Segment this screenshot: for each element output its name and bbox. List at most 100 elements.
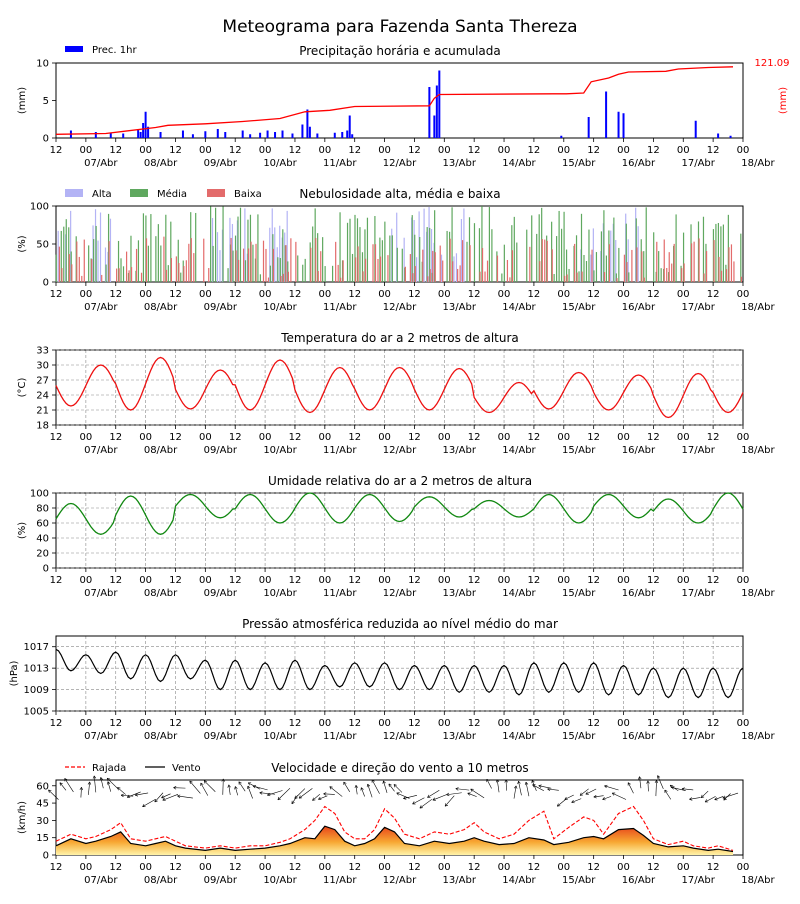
precip-bar bbox=[142, 123, 144, 138]
cloud-bar bbox=[288, 272, 289, 282]
x-tick-label: 00 bbox=[557, 145, 570, 156]
x-date-label: 18/Abr bbox=[741, 302, 775, 313]
x-date-label: 17/Abr bbox=[681, 302, 715, 313]
precip-bar bbox=[588, 117, 590, 138]
precip-bar bbox=[224, 132, 226, 138]
precip-bar bbox=[346, 131, 348, 139]
x-tick-label: 12 bbox=[289, 145, 302, 156]
cloud-bar bbox=[110, 219, 111, 282]
cloud-bar bbox=[539, 261, 540, 282]
x-tick-label: 00 bbox=[199, 862, 212, 873]
x-tick-label: 12 bbox=[109, 575, 122, 586]
cloud-bar bbox=[183, 266, 184, 282]
cloud-bar bbox=[726, 269, 727, 282]
x-tick-label: 00 bbox=[139, 145, 152, 156]
x-tick-label: 12 bbox=[647, 718, 660, 729]
precip-bar bbox=[351, 134, 353, 138]
x-tick-label: 00 bbox=[677, 575, 690, 586]
y-tick-label: 60 bbox=[36, 781, 49, 792]
cloud-bar bbox=[76, 242, 77, 282]
x-date-label: 08/Abr bbox=[144, 875, 178, 886]
cloud-bar bbox=[628, 272, 629, 282]
x-tick-label: 12 bbox=[468, 432, 481, 443]
x-date-label: 08/Abr bbox=[144, 302, 178, 313]
x-tick-label: 12 bbox=[408, 145, 421, 156]
cloud-bar bbox=[322, 237, 323, 282]
hum-line bbox=[56, 493, 743, 534]
cloud-bar bbox=[501, 274, 502, 282]
cloud-bar bbox=[270, 266, 271, 282]
cloud-bar bbox=[119, 268, 120, 282]
cloud-bar bbox=[93, 239, 94, 282]
cloud-bar bbox=[430, 269, 431, 282]
cloud-bar bbox=[357, 246, 358, 282]
cloud-bar bbox=[542, 239, 543, 282]
cloud-bar bbox=[703, 217, 704, 282]
precip-bar bbox=[349, 116, 351, 139]
x-tick-label: 00 bbox=[677, 289, 690, 300]
y-tick-label: 100 bbox=[30, 202, 49, 213]
x-tick-label: 12 bbox=[587, 145, 600, 156]
x-tick-label: 00 bbox=[139, 718, 152, 729]
x-tick-label: 12 bbox=[229, 718, 242, 729]
cloud-bar bbox=[252, 245, 253, 282]
x-date-label: 15/Abr bbox=[562, 875, 596, 886]
x-date-label: 10/Abr bbox=[263, 588, 297, 599]
precip-bar bbox=[316, 134, 318, 139]
x-tick-label: 12 bbox=[528, 718, 541, 729]
cloud-bar bbox=[601, 231, 602, 282]
x-date-label: 15/Abr bbox=[562, 302, 596, 313]
cloud-bar bbox=[740, 234, 741, 282]
cloud-bar bbox=[380, 257, 381, 282]
precip-bar bbox=[249, 134, 251, 138]
x-tick-label: 12 bbox=[229, 145, 242, 156]
cloud-bar bbox=[231, 238, 232, 282]
precip-bar bbox=[291, 134, 293, 139]
x-tick-label: 00 bbox=[139, 575, 152, 586]
x-tick-label: 12 bbox=[468, 718, 481, 729]
cloud-bar bbox=[456, 253, 457, 282]
x-date-label: 16/Abr bbox=[622, 445, 656, 456]
x-date-label: 09/Abr bbox=[204, 302, 238, 313]
y-tick-label: 45 bbox=[36, 799, 49, 810]
x-date-label: 18/Abr bbox=[741, 731, 775, 742]
cloud-bar bbox=[675, 214, 676, 282]
x-tick-label: 12 bbox=[289, 718, 302, 729]
x-tick-label: 00 bbox=[80, 145, 93, 156]
cloud-bar bbox=[63, 227, 64, 282]
x-date-label: 17/Abr bbox=[681, 445, 715, 456]
x-tick-label: 00 bbox=[677, 718, 690, 729]
cloud-bar bbox=[489, 207, 490, 282]
x-date-label: 08/Abr bbox=[144, 445, 178, 456]
wind-arrow-head bbox=[723, 798, 726, 799]
cloud-bar bbox=[176, 256, 177, 282]
cloud-bar bbox=[512, 250, 513, 282]
temp-y-label: (°C) bbox=[17, 378, 28, 398]
x-tick-label: 00 bbox=[617, 432, 630, 443]
cloud-bar bbox=[56, 255, 57, 282]
wind-arrow bbox=[389, 784, 395, 791]
x-tick-label: 00 bbox=[498, 862, 511, 873]
x-date-label: 17/Abr bbox=[681, 158, 715, 169]
cloud-bar bbox=[664, 239, 665, 282]
cloud-bar bbox=[469, 245, 470, 282]
cloud-bar bbox=[415, 266, 416, 282]
x-tick-label: 00 bbox=[438, 575, 451, 586]
x-tick-label: 12 bbox=[647, 289, 660, 300]
cloud-bar bbox=[624, 255, 625, 282]
x-tick-label: 00 bbox=[617, 862, 630, 873]
cloud-y-label: (%) bbox=[17, 235, 28, 252]
x-tick-label: 12 bbox=[109, 289, 122, 300]
cloud-bar bbox=[240, 208, 241, 282]
cloud-bar bbox=[123, 266, 124, 282]
cloud-bar bbox=[58, 231, 59, 282]
x-date-label: 13/Abr bbox=[443, 731, 477, 742]
x-date-label: 16/Abr bbox=[622, 302, 656, 313]
x-tick-label: 12 bbox=[289, 289, 302, 300]
x-tick-label: 00 bbox=[557, 718, 570, 729]
x-tick-label: 12 bbox=[348, 575, 361, 586]
x-date-label: 07/Abr bbox=[84, 875, 118, 886]
